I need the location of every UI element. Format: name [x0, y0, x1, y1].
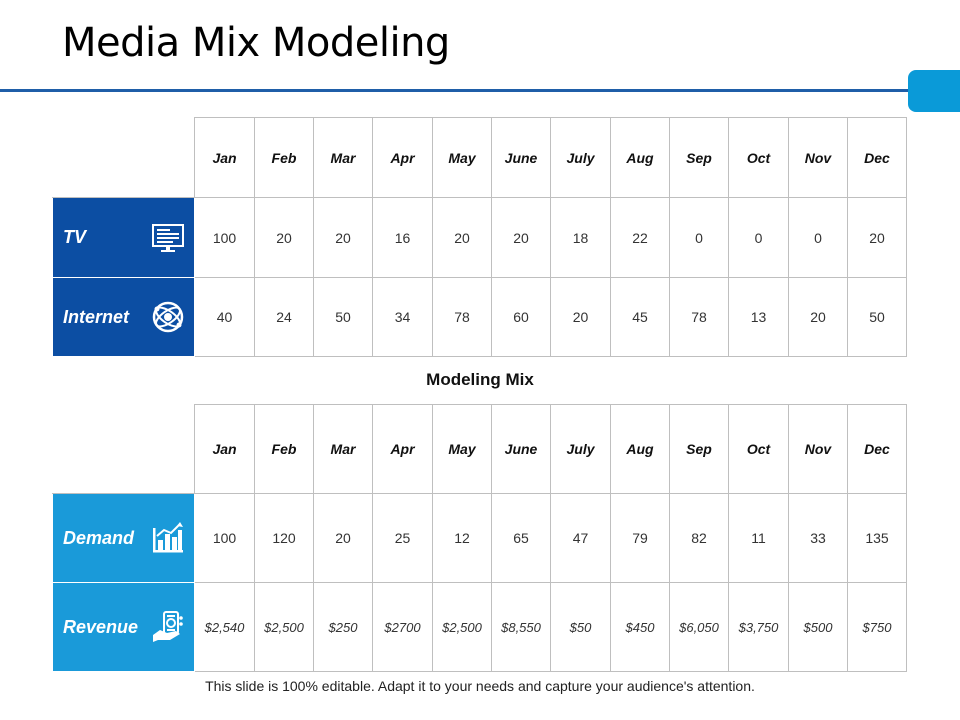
month-header: Apr	[372, 404, 433, 494]
table-cell: 45	[610, 277, 670, 357]
row-header-tv: TV	[52, 197, 195, 278]
month-header: July	[550, 117, 611, 198]
table-cell: 20	[313, 197, 373, 278]
table-cell: $50	[550, 582, 611, 672]
month-header: July	[550, 404, 611, 494]
table-cell: 60	[491, 277, 551, 357]
table-cell: 20	[313, 493, 373, 583]
table-cell: $6,050	[669, 582, 729, 672]
table-cell: $2,500	[432, 582, 492, 672]
table-cell: $8,550	[491, 582, 551, 672]
table-cell: $500	[788, 582, 848, 672]
month-header: Dec	[847, 404, 907, 494]
table-cell: 78	[432, 277, 492, 357]
row-label: Revenue	[63, 616, 139, 637]
month-header-row: Jan Feb Mar Apr May June July Aug Sep Oc…	[52, 117, 907, 198]
month-header: Dec	[847, 117, 907, 198]
month-header: Mar	[313, 117, 373, 198]
month-header: Jan	[194, 404, 255, 494]
section-title: Modeling Mix	[426, 370, 534, 389]
month-header: Oct	[728, 404, 789, 494]
table-cell: 50	[313, 277, 373, 357]
table-row-internet: Internet 40 24 50 34 78 60 20 45 78 13 2…	[52, 277, 907, 357]
month-header: Nov	[788, 117, 848, 198]
table-cell: 20	[491, 197, 551, 278]
table-cell: 82	[669, 493, 729, 583]
table-cell: 34	[372, 277, 433, 357]
table-cell: 78	[669, 277, 729, 357]
table-cell: 20	[254, 197, 314, 278]
table-cell: 33	[788, 493, 848, 583]
footer-note: This slide is 100% editable. Adapt it to…	[205, 678, 755, 694]
table-cell: 47	[550, 493, 611, 583]
table-cell: 0	[728, 197, 789, 278]
month-header: Feb	[254, 117, 314, 198]
month-header: Sep	[669, 404, 729, 494]
table-cell: $2700	[372, 582, 433, 672]
month-header: Jan	[194, 117, 255, 198]
table-cell: 20	[788, 277, 848, 357]
month-header: Feb	[254, 404, 314, 494]
table-cell: 20	[432, 197, 492, 278]
globe-icon	[152, 301, 184, 333]
table-cell: 20	[550, 277, 611, 357]
slide-title: Media Mix Modeling	[62, 20, 450, 66]
table-cell: 25	[372, 493, 433, 583]
table-cell: $2,500	[254, 582, 314, 672]
table-cell: 18	[550, 197, 611, 278]
table-cell: 120	[254, 493, 314, 583]
table-cell: 11	[728, 493, 789, 583]
table-cell: $3,750	[728, 582, 789, 672]
month-header: May	[432, 404, 492, 494]
month-header-row: Jan Feb Mar Apr May June July Aug Sep Oc…	[52, 404, 907, 494]
table-cell: 50	[847, 277, 907, 357]
modeling-mix-table: Jan Feb Mar Apr May June July Aug Sep Oc…	[52, 404, 907, 672]
row-label: Demand	[63, 527, 135, 548]
table-cell: 65	[491, 493, 551, 583]
table-cell: 79	[610, 493, 670, 583]
row-header-internet: Internet	[52, 277, 195, 357]
table-cell: 0	[788, 197, 848, 278]
table-row-revenue: Revenue $2,540 $2,500 $250 $2700 $2,500 …	[52, 582, 907, 672]
month-header: Sep	[669, 117, 729, 198]
table-cell: $450	[610, 582, 670, 672]
table-corner	[52, 117, 195, 198]
month-header: Aug	[610, 404, 670, 494]
month-header: June	[491, 404, 551, 494]
table-cell: 16	[372, 197, 433, 278]
table-cell: 13	[728, 277, 789, 357]
month-header: Oct	[728, 117, 789, 198]
table-cell: 22	[610, 197, 670, 278]
media-table: Jan Feb Mar Apr May June July Aug Sep Oc…	[52, 117, 907, 357]
table-corner	[52, 404, 195, 494]
month-header: Nov	[788, 404, 848, 494]
month-header: May	[432, 117, 492, 198]
month-header: Mar	[313, 404, 373, 494]
table-cell: 0	[669, 197, 729, 278]
row-label: TV	[63, 227, 87, 247]
row-header-revenue: Revenue	[52, 582, 195, 672]
table-cell: $750	[847, 582, 907, 672]
table-cell: 20	[847, 197, 907, 278]
table-cell: 40	[194, 277, 255, 357]
row-header-demand: Demand	[52, 493, 195, 583]
monitor-icon	[152, 223, 184, 252]
table-cell: 135	[847, 493, 907, 583]
table-cell: 100	[194, 493, 255, 583]
month-header: Apr	[372, 117, 433, 198]
table-cell: 24	[254, 277, 314, 357]
corner-tab	[908, 70, 960, 112]
table-row-demand: Demand 100 120 20 25 12 65 47 79 82 11 3…	[52, 493, 907, 583]
bar-chart-icon	[153, 522, 183, 553]
table-row-tv: TV 100 20 20 16 20 20 18 22 0 0 0 20	[52, 197, 907, 278]
month-header: June	[491, 117, 551, 198]
table-cell: $2,540	[194, 582, 255, 672]
table-cell: 12	[432, 493, 492, 583]
month-header: Aug	[610, 117, 670, 198]
table-cell: 100	[194, 197, 255, 278]
table-cell: $250	[313, 582, 373, 672]
row-label: Internet	[63, 306, 130, 327]
title-divider	[0, 89, 914, 92]
money-hand-icon	[153, 611, 183, 642]
